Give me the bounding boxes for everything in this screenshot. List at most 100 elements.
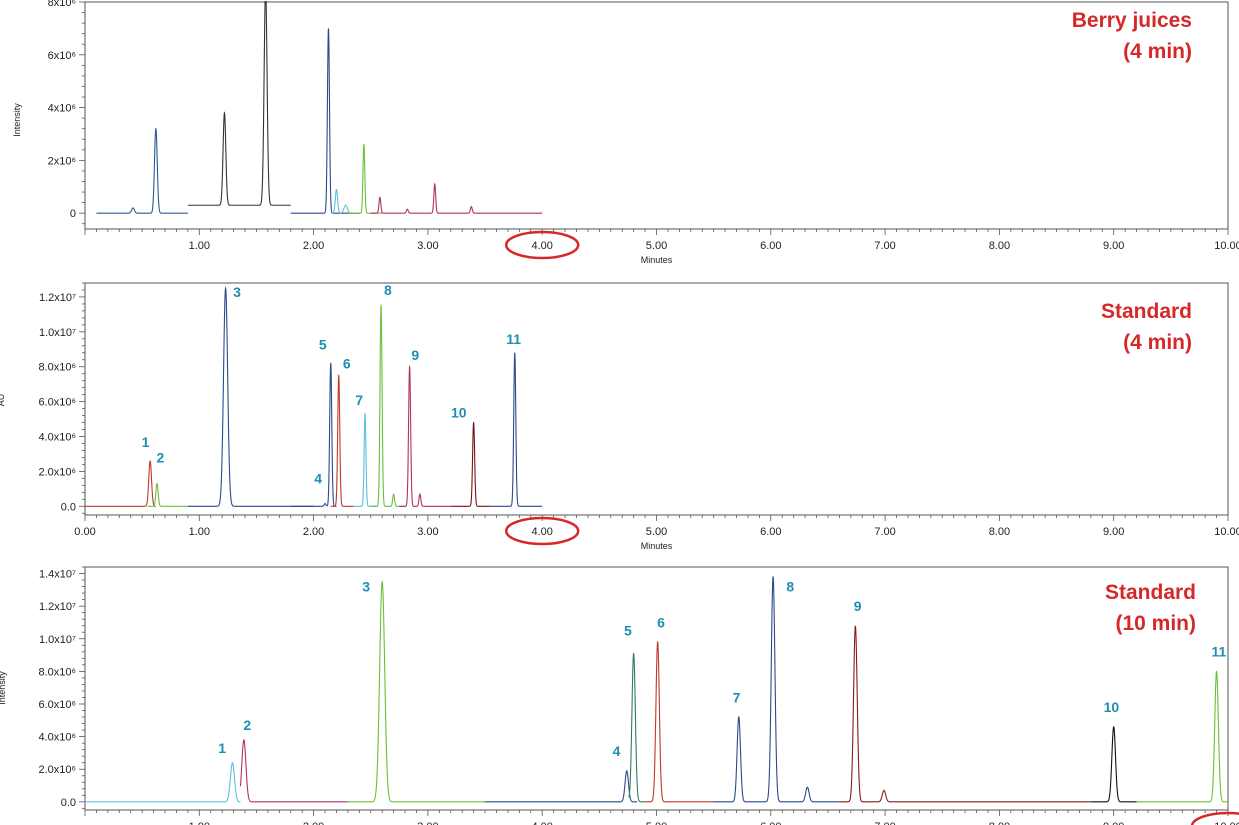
highlight-ellipse xyxy=(504,230,580,260)
x-tick-label: 10.00 xyxy=(1214,526,1239,538)
trace-series-1 xyxy=(96,127,188,214)
trace-series-8 xyxy=(839,625,1091,803)
peak-label: 4 xyxy=(314,471,322,487)
y-tick-label: 6.0x10⁶ xyxy=(38,699,76,711)
trace-series-5 xyxy=(330,374,354,507)
trace-group xyxy=(96,1,543,214)
y-axis-title: AU xyxy=(0,394,6,407)
y-tick-label: 8x10⁶ xyxy=(48,0,76,9)
y-tick-label: 6.0x10⁶ xyxy=(38,397,76,409)
x-tick-label: 9.00 xyxy=(1103,526,1124,538)
x-tick-label: 2.00 xyxy=(303,240,324,252)
peak-label: 10 xyxy=(1104,699,1120,715)
y-tick-label: 1.2x10⁷ xyxy=(39,292,76,304)
panel-subtitle: (4 min) xyxy=(1123,40,1192,63)
trace-series-4 xyxy=(485,770,638,803)
trace-series-7 xyxy=(370,303,406,507)
x-tick-label: 5.00 xyxy=(646,821,667,825)
peak-label: 5 xyxy=(319,336,327,352)
x-tick-label: 3.00 xyxy=(417,526,438,538)
y-tick-label: 2.0x10⁶ xyxy=(38,764,76,776)
x-tick-label: 1.00 xyxy=(189,821,210,825)
y-tick-label: 4.0x10⁶ xyxy=(38,432,76,444)
trace-series-10 xyxy=(1136,670,1228,803)
peak-label: 6 xyxy=(343,355,351,371)
x-tick-label: 3.00 xyxy=(417,240,438,252)
x-tick-label: 7.00 xyxy=(874,526,895,538)
trace-series-1 xyxy=(85,460,156,507)
y-tick-label: 4x10⁶ xyxy=(48,103,76,115)
y-tick-label: 1.0x10⁷ xyxy=(39,634,76,646)
peak-label: 1 xyxy=(142,434,150,450)
y-tick-label: 8.0x10⁶ xyxy=(38,666,76,678)
x-tick-label: 2.00 xyxy=(303,526,324,538)
peak-label: 1 xyxy=(218,740,226,756)
peak-label: 7 xyxy=(733,689,741,705)
panel-title: Berry juices xyxy=(1072,9,1192,32)
y-tick-label: 0.0 xyxy=(61,501,76,513)
trace-series-3 xyxy=(347,580,486,803)
x-tick-label: 1.00 xyxy=(189,240,210,252)
trace-series-5 xyxy=(347,143,383,214)
x-tick-label: 5.00 xyxy=(646,526,667,538)
x-tick-label: 7.00 xyxy=(874,821,895,825)
panel-title: Standard xyxy=(1101,300,1192,323)
peak-label: 10 xyxy=(451,404,467,420)
trace-series-1 xyxy=(85,762,241,803)
highlight-ellipse xyxy=(1190,811,1239,825)
y-tick-label: 6x10⁶ xyxy=(48,50,76,62)
trace-series-9 xyxy=(1090,726,1137,803)
trace-series-7 xyxy=(713,576,840,803)
x-tick-label: 2.00 xyxy=(303,821,324,825)
y-tick-label: 1.2x10⁷ xyxy=(39,601,76,613)
peak-label: 11 xyxy=(1211,644,1226,660)
peak-label: 2 xyxy=(157,450,165,466)
trace-series-5 xyxy=(628,652,646,803)
x-tick-label: 6.00 xyxy=(760,240,781,252)
y-axis-title: Intensity xyxy=(12,103,22,137)
trace-series-6 xyxy=(645,640,714,803)
plot-frame xyxy=(84,282,1229,516)
peak-label: 8 xyxy=(384,282,392,298)
peak-label: 11 xyxy=(506,331,521,347)
peak-label: 7 xyxy=(355,392,363,408)
trace-series-4 xyxy=(330,188,360,214)
y-tick-label: 1.0x10⁷ xyxy=(39,327,76,339)
plot-frame xyxy=(84,1,1229,230)
x-tick-label: 10.00 xyxy=(1214,240,1239,252)
x-tick-label: 7.00 xyxy=(874,240,895,252)
chart-panel-1: 1.00 2.00 3.00 4.00 5.00 6.00 7.00 8.00 9.00 10.0… xyxy=(12,0,1239,265)
trace-series-6 xyxy=(353,412,377,507)
x-tick-label: 4.00 xyxy=(531,240,552,252)
trace-group xyxy=(85,286,543,507)
peak-label: 8 xyxy=(786,578,794,594)
panel-subtitle: (10 min) xyxy=(1115,612,1196,635)
y-tick-label: 0.0 xyxy=(61,797,76,809)
x-tick-label: 10.00 xyxy=(1214,821,1239,825)
trace-series-3 xyxy=(290,28,360,214)
trace-series-9 xyxy=(450,421,491,507)
peak-label: 5 xyxy=(624,622,632,638)
trace-series-2 xyxy=(239,739,348,803)
y-tick-label: 2x10⁶ xyxy=(48,155,76,167)
chart-panel-2: 0.00 1.00 2.00 3.00 4.00 5.00 6.00 7.00 8.00 9.00… xyxy=(0,282,1239,551)
peak-label: 3 xyxy=(233,284,241,300)
y-tick-label: 8.0x10⁶ xyxy=(38,362,76,374)
trace-series-2 xyxy=(187,1,291,206)
highlight-ellipse xyxy=(504,516,580,546)
x-tick-label: 6.00 xyxy=(760,526,781,538)
trace-series-6 xyxy=(370,182,543,214)
peak-label: 4 xyxy=(613,743,621,759)
x-tick-label: 5.00 xyxy=(646,240,667,252)
y-tick-label: 0 xyxy=(70,208,76,220)
trace-group xyxy=(85,576,1228,803)
y-tick-label: 1.4x10⁷ xyxy=(39,569,76,581)
x-tick-label: 4.00 xyxy=(531,821,552,825)
x-tick-label: 8.00 xyxy=(989,821,1010,825)
x-tick-label: 9.00 xyxy=(1103,240,1124,252)
x-tick-label: 9.00 xyxy=(1103,821,1124,825)
peak-label: 9 xyxy=(854,598,862,614)
peak-label: 6 xyxy=(657,614,665,630)
x-axis-title: Minutes xyxy=(641,255,673,265)
